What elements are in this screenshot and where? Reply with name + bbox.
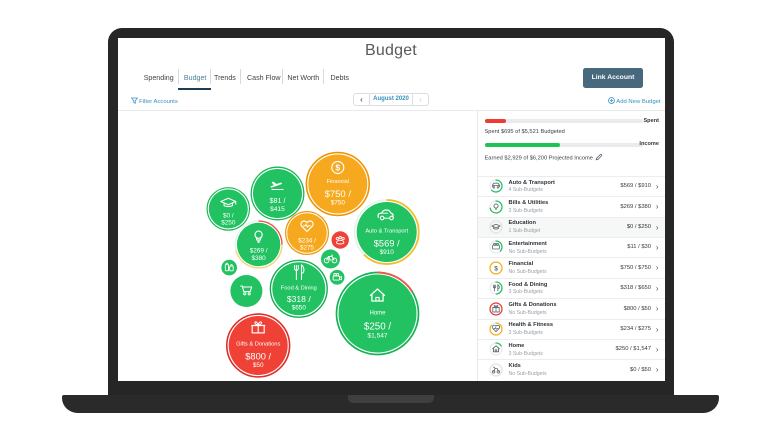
svg-text:$750: $750	[331, 200, 346, 207]
svg-text:$318 /: $318 /	[287, 294, 312, 304]
svg-text:$250 /: $250 /	[364, 322, 392, 333]
svg-text:Home: Home	[369, 311, 386, 317]
svg-text:$81 /: $81 /	[270, 196, 286, 205]
svg-text:Food & Dining: Food & Dining	[281, 286, 317, 292]
svg-text:$415: $415	[270, 206, 285, 213]
svg-text:$234 /: $234 /	[298, 237, 316, 244]
svg-text:$0 /: $0 /	[223, 212, 234, 219]
svg-text:$380: $380	[251, 255, 266, 262]
svg-text:Financial: Financial	[327, 179, 349, 185]
svg-text:$50: $50	[253, 362, 264, 369]
svg-text:$: $	[335, 163, 340, 173]
svg-text:$750 /: $750 /	[325, 189, 352, 200]
svg-text:$650: $650	[292, 304, 307, 311]
svg-text:$910: $910	[380, 249, 395, 256]
svg-text:$569 /: $569 /	[374, 239, 400, 249]
svg-text:$: $	[494, 265, 498, 272]
svg-text:$250: $250	[221, 219, 236, 226]
svg-text:$275: $275	[300, 244, 314, 251]
svg-text:Auto & Transport: Auto & Transport	[365, 229, 408, 235]
svg-text:$1,547: $1,547	[367, 332, 388, 339]
svg-text:Gifts & Donations: Gifts & Donations	[236, 342, 280, 348]
svg-text:$269 /: $269 /	[250, 247, 268, 254]
svg-text:$800 /: $800 /	[245, 352, 271, 362]
